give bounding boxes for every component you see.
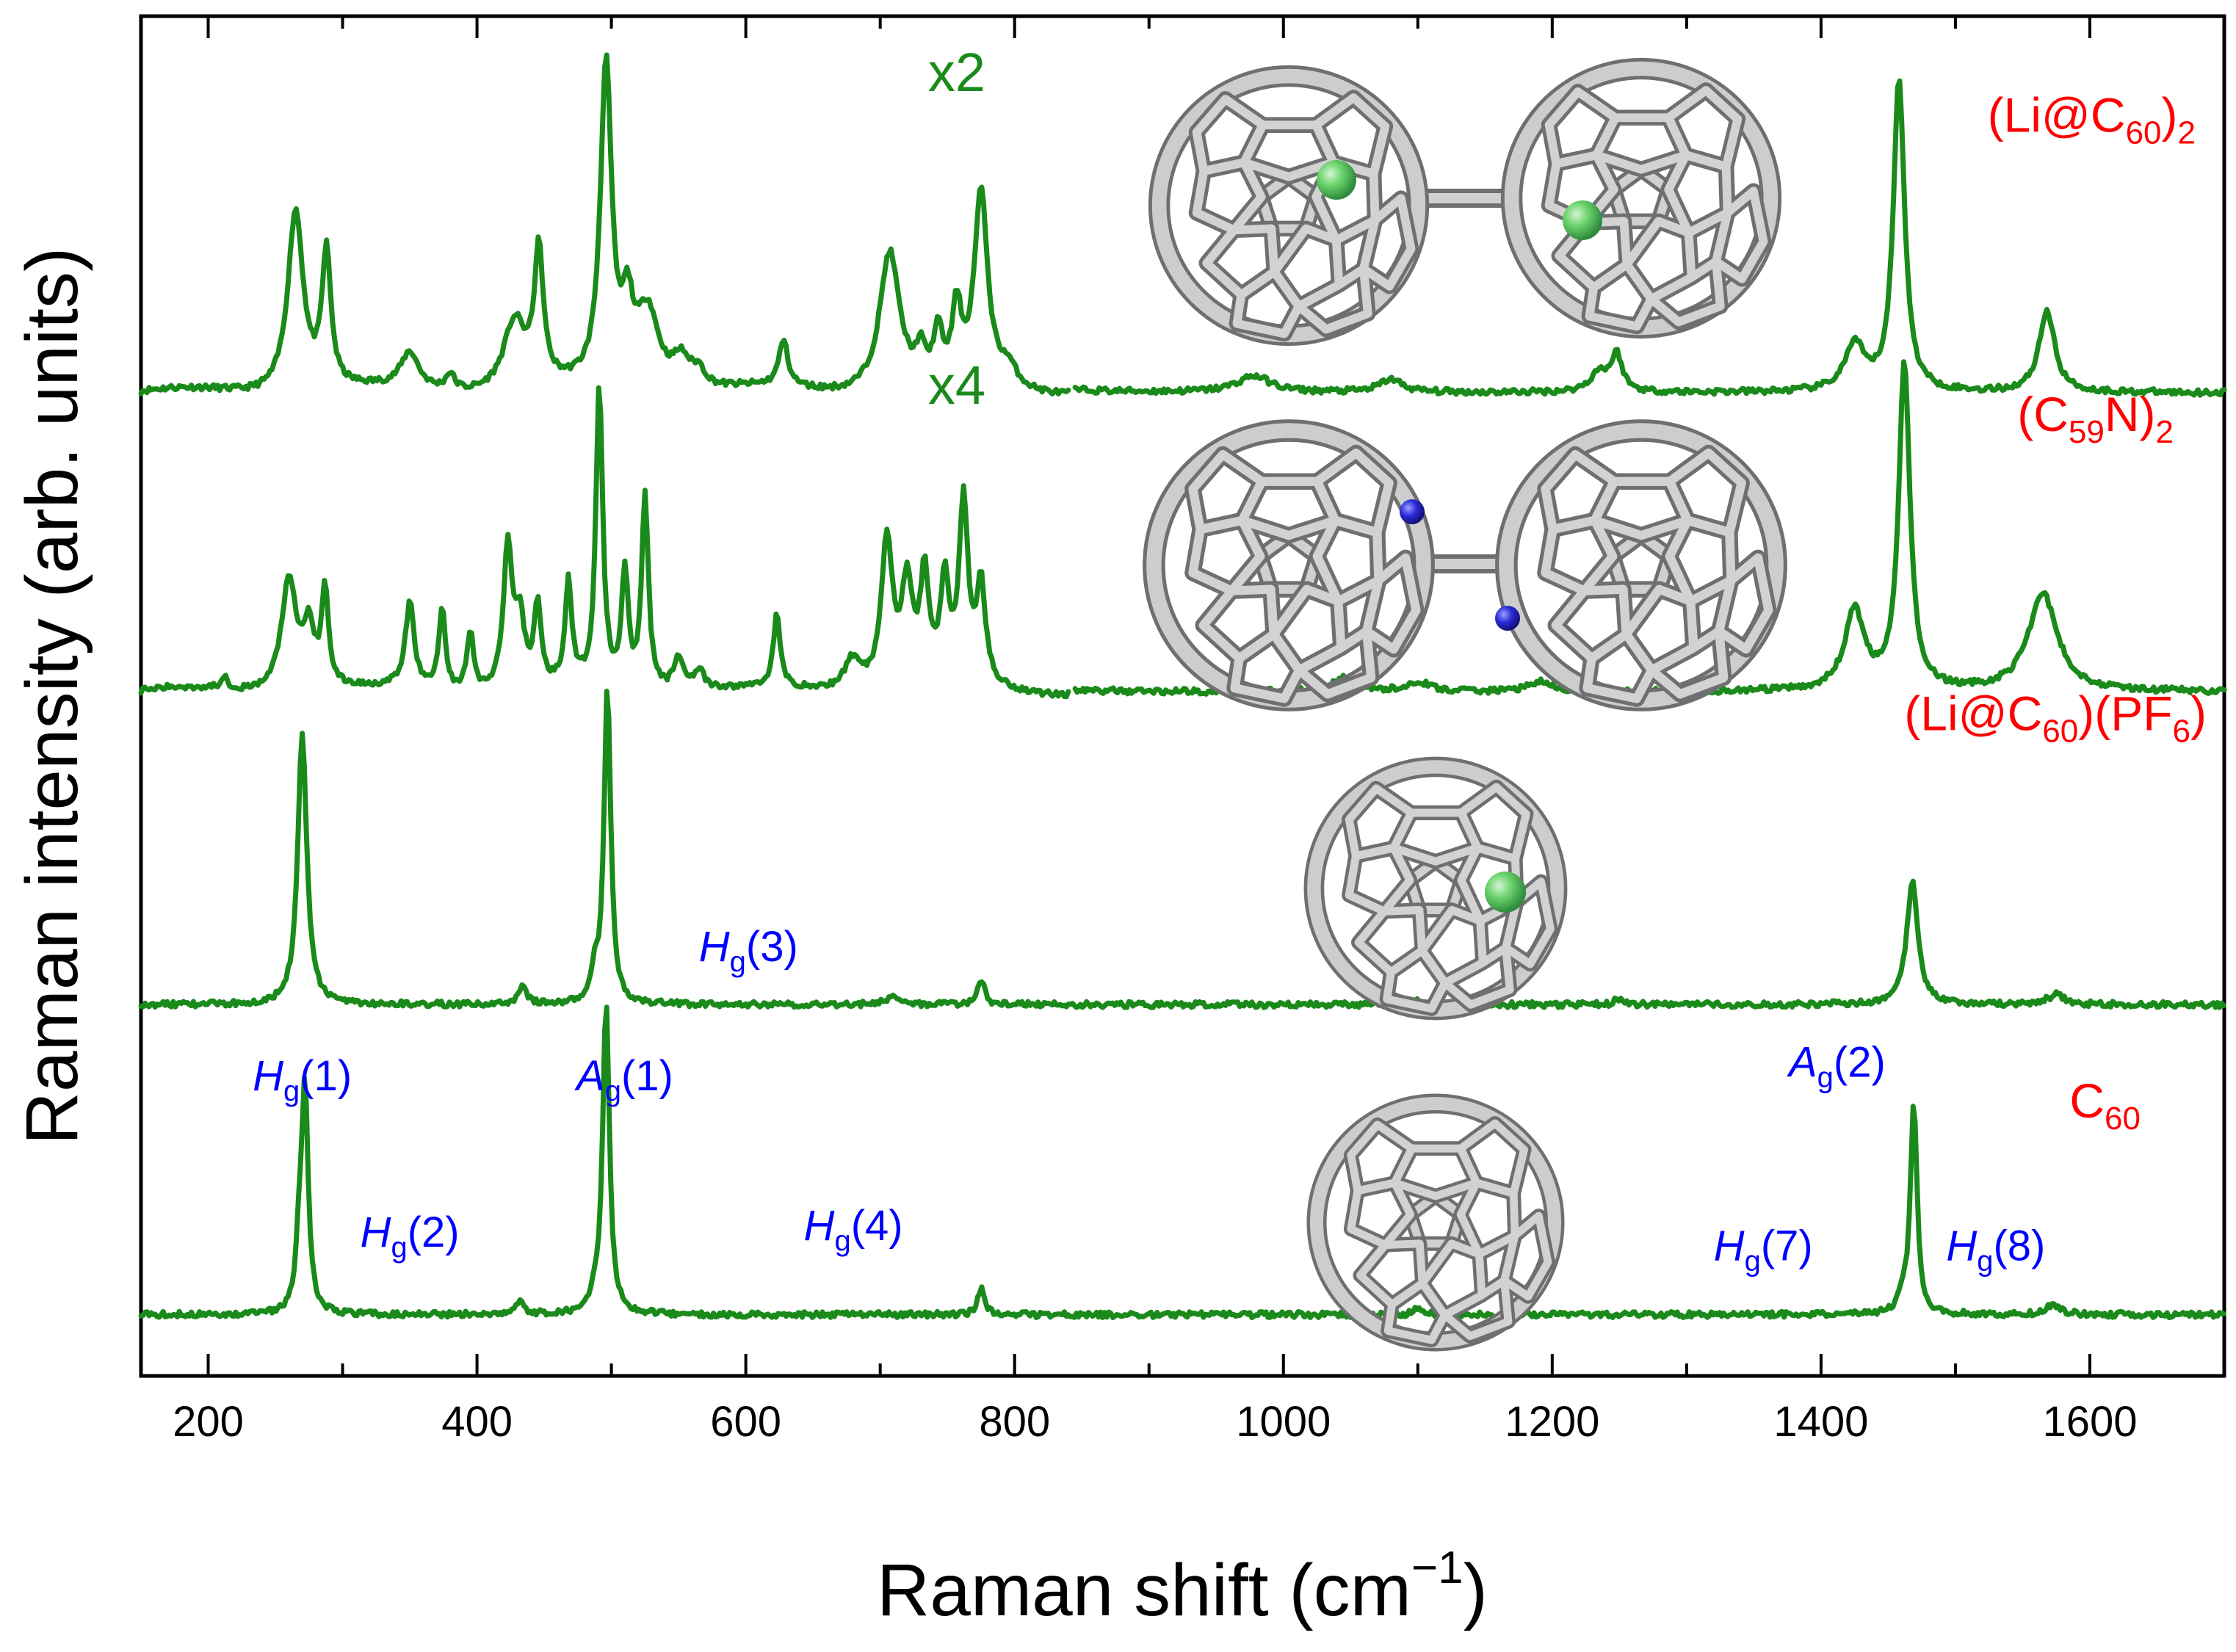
spectrum-line — [138, 52, 1071, 396]
mode-labels: Hg(1) Hg(2) Ag(1) Hg(3) Hg(4) Ag(2) Hg(7) Hg(8) — [253, 923, 2045, 1277]
x-tick-label: 1200 — [1505, 1398, 1599, 1446]
mode-label: Hg(1) — [253, 1052, 352, 1107]
c59n-dimer-cage-right — [1506, 430, 1776, 700]
sample-label: (C59N)2 — [2017, 387, 2174, 450]
x-tick-label: 1600 — [2042, 1398, 2137, 1446]
scale-factor: x2 — [928, 42, 985, 103]
mode-label: Hg(7) — [1714, 1222, 1813, 1278]
c60-cage — [1317, 1104, 1555, 1341]
sample-label: (Li@C60)2 — [1988, 87, 2196, 151]
li-c60-dimer-cage-right — [1512, 69, 1771, 328]
mode-label: Hg(8) — [1946, 1222, 2045, 1278]
spectrum-line — [1072, 78, 2227, 398]
mode-label: Ag(1) — [574, 1052, 673, 1107]
spectrum-line — [138, 385, 1071, 700]
mode-label: Hg(4) — [804, 1202, 903, 1257]
x-axis-tick-labels: 200 400 600 800 1000 1200 1400 1600 — [173, 1398, 2137, 1446]
spectrum-line — [138, 688, 2226, 1010]
li-atom — [1317, 160, 1356, 200]
li-atom — [1485, 872, 1526, 913]
mode-label: Hg(2) — [361, 1209, 460, 1264]
li-c60-dimer-cage-left — [1159, 76, 1419, 336]
plot-frame — [139, 14, 2226, 1378]
nitrogen-atom — [1495, 606, 1520, 631]
y-axis-title: Raman intensity (arb. units) — [11, 247, 93, 1145]
x-tick-label: 1000 — [1236, 1398, 1331, 1446]
li-atom — [1563, 200, 1602, 240]
c59n-dimer-cage-left — [1154, 430, 1423, 700]
x-tick-label: 800 — [979, 1398, 1050, 1446]
molecule-illustrations — [1154, 69, 1776, 1341]
scale-factor-labels: x2 x4 — [928, 42, 985, 416]
sample-label: (Li@C60)(PF6) — [1904, 686, 2207, 749]
spectrum-line — [138, 1004, 2226, 1320]
x-axis-ticks — [206, 16, 2226, 1376]
x-tick-label: 200 — [173, 1398, 244, 1446]
x-tick-label: 400 — [441, 1398, 513, 1446]
scale-factor: x4 — [928, 355, 985, 416]
sample-label: C60 — [2069, 1073, 2141, 1137]
mode-label: Hg(3) — [699, 923, 798, 978]
mode-label: Ag(2) — [1787, 1039, 1886, 1094]
x-tick-label: 600 — [710, 1398, 781, 1446]
x-tick-label: 1400 — [1773, 1398, 1868, 1446]
x-axis-title: Raman shift (cm−1) — [877, 1543, 1488, 1631]
nitrogen-atom — [1400, 499, 1425, 524]
sample-labels: (Li@C60)2 (C59N)2 (Li@C60)(PF6) C60 — [1904, 87, 2207, 1137]
